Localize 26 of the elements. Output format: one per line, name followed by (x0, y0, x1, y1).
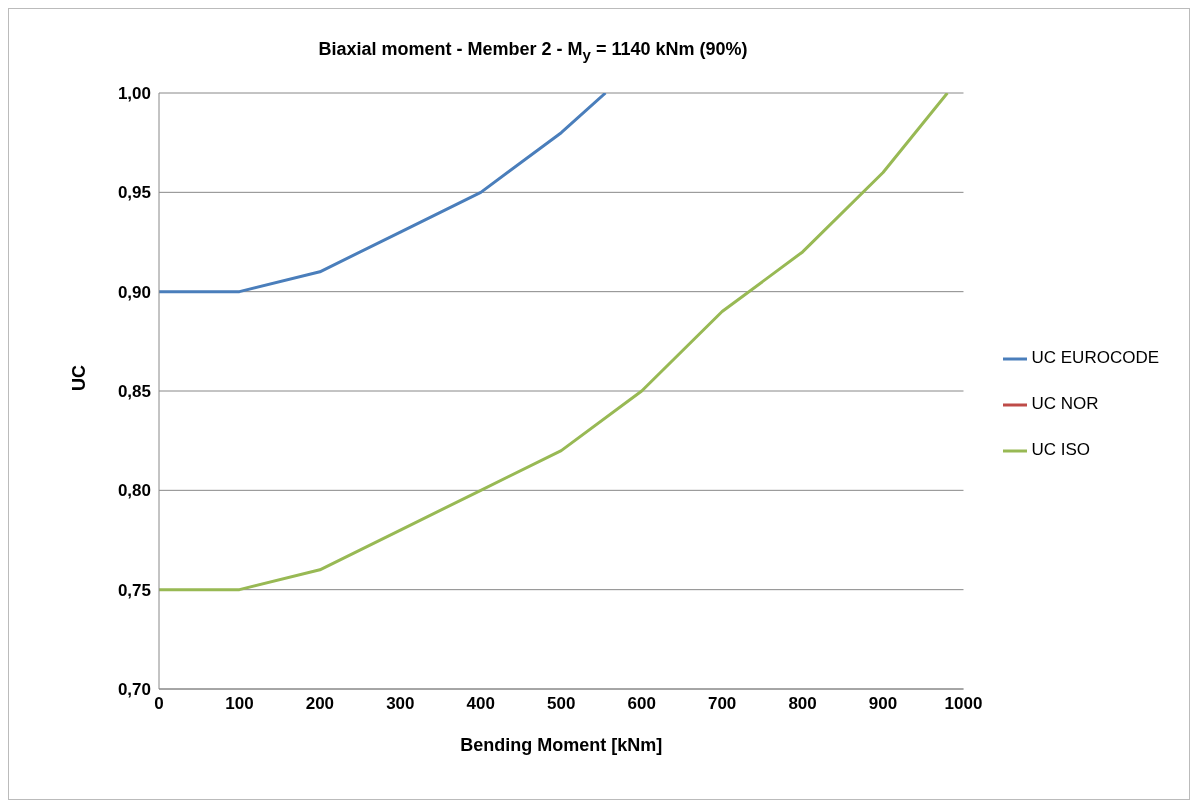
x-tick-label: 100 (225, 694, 254, 714)
y-tick-label: 0,95 (117, 183, 151, 203)
x-tick-label: 500 (547, 694, 576, 714)
y-tick-label: 0,70 (117, 680, 151, 700)
line-series (159, 93, 607, 294)
line-series (159, 93, 949, 592)
x-tick-label: 200 (305, 694, 335, 714)
x-tick-label: 900 (868, 694, 898, 714)
y-tick-label: 0,80 (117, 481, 151, 501)
chart-title: Biaxial moment - Member 2 - M$_{y}$ = 1140 kNm (90%) (317, 39, 749, 63)
x-tick-label: 800 (788, 694, 817, 714)
y-axis-title: UC (69, 365, 90, 391)
legend-label: UC NOR (1031, 394, 1099, 413)
y-tick-label: 0,85 (117, 382, 151, 402)
x-tick-label: 600 (627, 694, 656, 714)
x-axis-title: Bending Moment [kNm] (460, 735, 663, 755)
y-tick-label: 0,90 (117, 282, 151, 302)
legend-label: UC EUROCODE (1031, 348, 1159, 367)
y-tick-label: 0,75 (117, 580, 151, 600)
x-tick-label: 400 (466, 694, 495, 714)
y-tick-label: 1,00 (117, 84, 151, 104)
x-tick-label: 0 (154, 694, 164, 714)
x-tick-label: 700 (707, 694, 737, 714)
legend-label: UC ISO (1031, 440, 1091, 459)
x-tick-label: 300 (386, 694, 415, 714)
x-tick-label: 1000 (944, 694, 983, 714)
